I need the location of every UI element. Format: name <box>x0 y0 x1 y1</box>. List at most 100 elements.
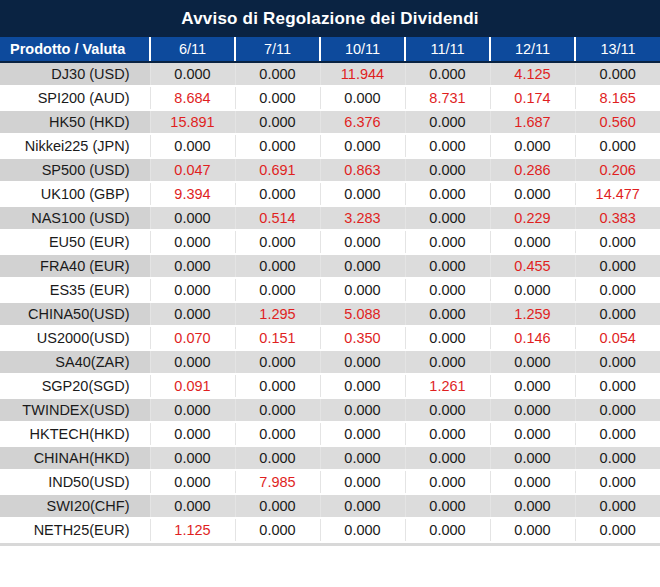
table-row: FRA40 (EUR)0.0000.0000.0000.0000.4550.00… <box>0 254 660 278</box>
value-cell: 0.000 <box>235 518 320 542</box>
column-header-date-11-11: 11/11 <box>405 37 490 62</box>
column-header-date-10-11: 10/11 <box>320 37 405 62</box>
value-cell: 0.229 <box>490 206 575 230</box>
value-cell: 0.091 <box>150 374 235 398</box>
value-cell: 0.000 <box>405 158 490 182</box>
value-cell: 0.350 <box>320 326 405 350</box>
value-cell: 0.000 <box>320 278 405 302</box>
value-cell: 0.000 <box>405 494 490 518</box>
table-row: NETH25(EUR)1.1250.0000.0000.0000.0000.00… <box>0 518 660 542</box>
value-cell: 0.000 <box>235 350 320 374</box>
product-cell: CHINAH(HKD) <box>0 446 150 470</box>
product-cell: EU50 (EUR) <box>0 230 150 254</box>
value-cell: 1.687 <box>490 110 575 134</box>
value-cell: 0.000 <box>490 230 575 254</box>
product-cell: HKTECH(HKD) <box>0 422 150 446</box>
value-cell: 0.000 <box>235 62 320 86</box>
value-cell: 0.000 <box>405 350 490 374</box>
value-cell: 0.000 <box>575 374 660 398</box>
value-cell: 0.000 <box>405 470 490 494</box>
value-cell: 0.000 <box>405 278 490 302</box>
value-cell: 0.000 <box>405 230 490 254</box>
value-cell: 0.000 <box>405 254 490 278</box>
table-row: SGP20(SGD)0.0910.0000.0001.2610.0000.000 <box>0 374 660 398</box>
value-cell: 6.376 <box>320 110 405 134</box>
table-row: ES35 (EUR)0.0000.0000.0000.0000.0000.000 <box>0 278 660 302</box>
table-row: HKTECH(HKD)0.0000.0000.0000.0000.0000.00… <box>0 422 660 446</box>
value-cell: 0.000 <box>235 398 320 422</box>
value-cell: 0.000 <box>490 134 575 158</box>
value-cell: 1.125 <box>150 518 235 542</box>
product-cell: SGP20(SGD) <box>0 374 150 398</box>
product-cell: HK50 (HKD) <box>0 110 150 134</box>
value-cell: 0.000 <box>405 110 490 134</box>
product-cell: IND50(USD) <box>0 470 150 494</box>
value-cell: 0.000 <box>490 470 575 494</box>
table-row: SA40(ZAR)0.0000.0000.0000.0000.0000.000 <box>0 350 660 374</box>
header-row: Prodotto / Valuta6/117/1110/1111/1112/11… <box>0 37 660 62</box>
value-cell: 0.000 <box>320 350 405 374</box>
table-row: CHINAH(HKD)0.0000.0000.0000.0000.0000.00… <box>0 446 660 470</box>
value-cell: 14.477 <box>575 182 660 206</box>
column-header-date-13-11: 13/11 <box>575 37 660 62</box>
value-cell: 0.000 <box>320 446 405 470</box>
table-row: SWI20(CHF)0.0000.0000.0000.0000.0000.000 <box>0 494 660 518</box>
value-cell: 0.000 <box>575 134 660 158</box>
value-cell: 0.000 <box>150 254 235 278</box>
value-cell: 0.000 <box>575 278 660 302</box>
value-cell: 0.000 <box>235 86 320 110</box>
value-cell: 0.000 <box>235 110 320 134</box>
value-cell: 0.000 <box>150 134 235 158</box>
value-cell: 0.000 <box>320 86 405 110</box>
value-cell: 0.070 <box>150 326 235 350</box>
value-cell: 0.000 <box>405 518 490 542</box>
table-row: US2000(USD)0.0700.1510.3500.0000.1460.05… <box>0 326 660 350</box>
dividend-table: Prodotto / Valuta6/117/1110/1111/1112/11… <box>0 37 660 543</box>
value-cell: 0.000 <box>320 254 405 278</box>
product-cell: TWINDEX(USD) <box>0 398 150 422</box>
value-cell: 0.000 <box>235 374 320 398</box>
value-cell: 0.000 <box>575 398 660 422</box>
value-cell: 0.000 <box>490 278 575 302</box>
value-cell: 0.863 <box>320 158 405 182</box>
value-cell: 0.206 <box>575 158 660 182</box>
panel-title: Avviso di Regolazione dei Dividendi <box>0 0 660 37</box>
value-cell: 0.000 <box>490 350 575 374</box>
product-cell: DJ30 (USD) <box>0 62 150 86</box>
value-cell: 9.394 <box>150 182 235 206</box>
value-cell: 0.000 <box>150 398 235 422</box>
value-cell: 0.000 <box>490 422 575 446</box>
value-cell: 5.088 <box>320 302 405 326</box>
table-body: DJ30 (USD)0.0000.00011.9440.0004.1250.00… <box>0 62 660 542</box>
value-cell: 11.944 <box>320 62 405 86</box>
value-cell: 0.000 <box>575 230 660 254</box>
value-cell: 0.000 <box>320 518 405 542</box>
value-cell: 0.000 <box>575 350 660 374</box>
value-cell: 0.000 <box>490 518 575 542</box>
value-cell: 0.514 <box>235 206 320 230</box>
value-cell: 0.000 <box>320 470 405 494</box>
table-row: HK50 (HKD)15.8910.0006.3760.0001.6870.56… <box>0 110 660 134</box>
value-cell: 0.000 <box>150 278 235 302</box>
table-row: CHINA50(USD)0.0001.2955.0880.0001.2590.0… <box>0 302 660 326</box>
value-cell: 0.000 <box>235 134 320 158</box>
value-cell: 0.174 <box>490 86 575 110</box>
product-cell: SWI20(CHF) <box>0 494 150 518</box>
value-cell: 0.000 <box>320 398 405 422</box>
value-cell: 15.891 <box>150 110 235 134</box>
value-cell: 0.286 <box>490 158 575 182</box>
value-cell: 0.000 <box>235 278 320 302</box>
product-cell: SA40(ZAR) <box>0 350 150 374</box>
value-cell: 0.000 <box>320 422 405 446</box>
value-cell: 0.691 <box>235 158 320 182</box>
value-cell: 0.000 <box>320 374 405 398</box>
value-cell: 0.000 <box>405 182 490 206</box>
value-cell: 0.000 <box>150 62 235 86</box>
value-cell: 0.000 <box>320 134 405 158</box>
value-cell: 8.165 <box>575 86 660 110</box>
product-cell: SPI200 (AUD) <box>0 86 150 110</box>
value-cell: 7.985 <box>235 470 320 494</box>
value-cell: 0.000 <box>405 398 490 422</box>
value-cell: 0.000 <box>235 254 320 278</box>
value-cell: 1.261 <box>405 374 490 398</box>
